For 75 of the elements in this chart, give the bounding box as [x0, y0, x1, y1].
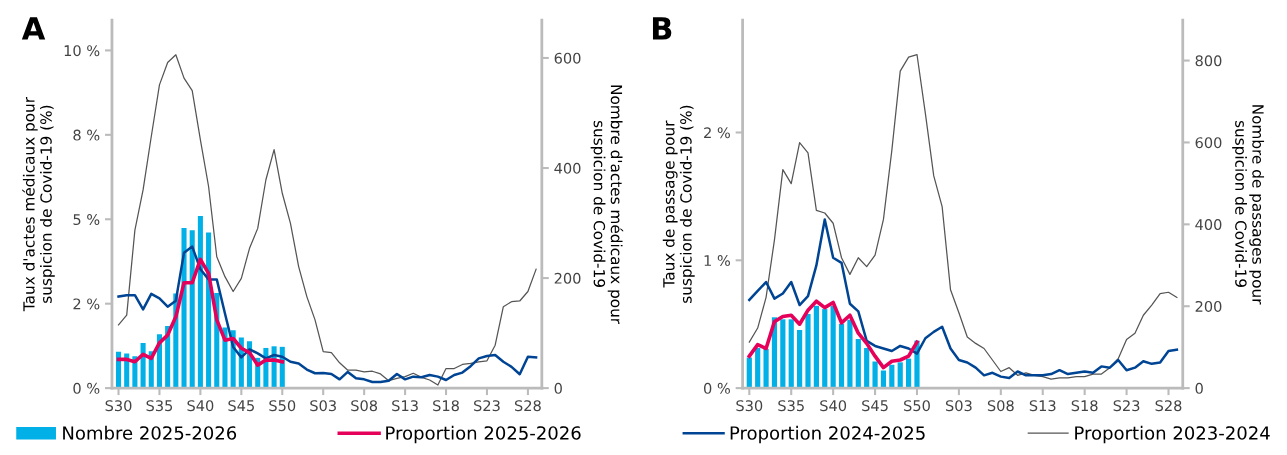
bar	[864, 347, 870, 389]
y2-tick-label: 600	[554, 52, 581, 64]
y-axis-title: Taux d'actes médicaux pour suspicion de Covid-19 (%)	[22, 96, 55, 312]
line-series	[117, 245, 538, 384]
x-tick-label: S28	[1155, 400, 1182, 412]
line-series	[748, 53, 1178, 380]
line-series	[748, 218, 1179, 380]
y2-tick-label: 200	[1195, 300, 1222, 312]
line-series	[747, 299, 919, 370]
bar	[830, 305, 836, 389]
x-tick-label: S28	[514, 400, 541, 412]
x-tick-label: S18	[1071, 400, 1098, 412]
line-series	[116, 257, 285, 367]
x-tick-label: S18	[433, 400, 459, 412]
bar	[822, 309, 828, 389]
y-tick-label: 10 %	[64, 45, 100, 57]
y2-axis-title: Nombre de passages pour suspicion de Covid-19	[1232, 105, 1265, 305]
y2-tick-label: 200	[554, 272, 581, 284]
bar	[755, 347, 761, 389]
y-tick-label: 2 %	[704, 127, 730, 139]
y-tick-label: 1 %	[704, 255, 730, 267]
bar	[763, 348, 769, 389]
x-tick-label: S30	[736, 400, 763, 412]
y-tick-label: 8 %	[73, 129, 100, 141]
x-tick-label: S40	[187, 400, 214, 412]
bar	[788, 319, 794, 389]
x-tick-label: S35	[146, 400, 173, 412]
bar	[797, 329, 803, 389]
y2-tick-label: 400	[554, 162, 581, 174]
x-tick-label: S50	[269, 400, 296, 412]
bar	[805, 314, 811, 389]
chart-title: A	[21, 17, 46, 40]
legend-label: Proportion 2023-2024	[1075, 425, 1270, 444]
x-tick-label: S03	[310, 400, 336, 412]
y2-tick-label: 0	[1195, 382, 1203, 394]
y2-tick-label: 0	[554, 382, 562, 394]
bar	[855, 338, 861, 389]
x-tick-label: S13	[392, 400, 418, 412]
x-tick-label: S45	[228, 400, 254, 412]
y2-tick-label: 800	[1195, 55, 1222, 67]
x-tick-label: S08	[351, 400, 378, 412]
x-tick-label: S35	[778, 400, 804, 412]
y-tick-label: 2 %	[73, 298, 100, 310]
x-tick-label: S45	[862, 400, 888, 412]
bar	[197, 215, 203, 389]
bar	[872, 361, 878, 389]
bar	[189, 230, 195, 389]
y2-tick-label: 400	[1195, 219, 1222, 231]
legend-label: Nombre 2025-2026	[63, 425, 237, 440]
bar	[847, 319, 853, 389]
x-tick-label: S40	[820, 400, 847, 412]
line-series	[117, 54, 537, 386]
y-tick-label: 0 %	[703, 382, 730, 394]
bar	[889, 364, 895, 389]
x-tick-label: S13	[1029, 400, 1056, 412]
x-tick-label: S30	[105, 400, 132, 412]
y-tick-label: 5 %	[73, 213, 100, 226]
bar	[906, 358, 912, 389]
y2-tick-label: 600	[1195, 137, 1222, 149]
x-tick-label: S23	[474, 400, 500, 412]
y-tick-label: 0 %	[73, 382, 100, 394]
bar	[838, 323, 845, 389]
y2-axis-title: Nombre d'actes médicaux pour suspicion de Covid-19	[590, 85, 624, 325]
legend-label: Proportion 2025-2026	[386, 425, 581, 444]
chart-title: B	[652, 17, 672, 40]
bar	[780, 319, 786, 389]
bar	[897, 362, 903, 389]
y-axis-title: Taux de passage pour suspicion de Covid-19 (%)	[662, 105, 695, 303]
legend-label: Proportion 2024-2025	[730, 425, 925, 444]
x-tick-label: S03	[945, 400, 972, 412]
bar	[813, 305, 819, 389]
bar	[746, 357, 752, 389]
x-tick-label: S50	[904, 400, 930, 412]
x-tick-label: S08	[987, 400, 1014, 412]
x-tick-label: S23	[1113, 400, 1140, 412]
